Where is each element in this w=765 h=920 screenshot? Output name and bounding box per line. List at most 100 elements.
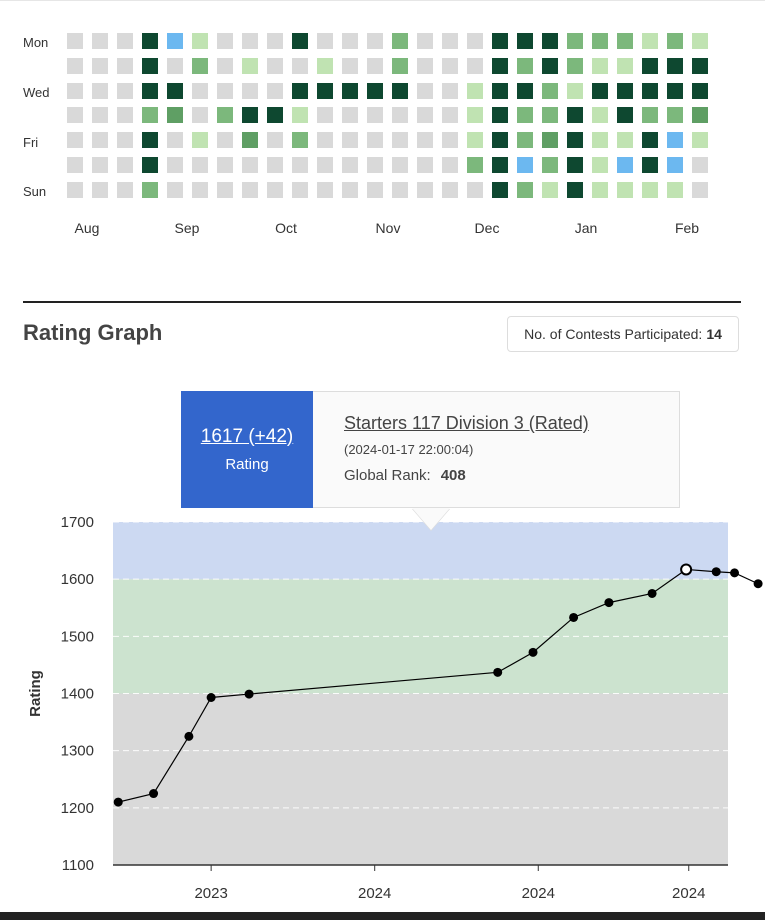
heatmap-cell[interactable] [67,58,83,74]
heatmap-cell[interactable] [517,83,533,99]
heatmap-cell[interactable] [342,107,358,123]
heatmap-cell[interactable] [217,157,233,173]
heatmap-cell[interactable] [667,58,683,74]
heatmap-cell[interactable] [267,58,283,74]
heatmap-cell[interactable] [667,182,683,198]
heatmap-cell[interactable] [167,33,183,49]
heatmap-cell[interactable] [417,58,433,74]
tooltip-rating-link[interactable]: 1617 (+42) [200,426,294,447]
heatmap-cell[interactable] [167,83,183,99]
heatmap-cell[interactable] [292,107,308,123]
heatmap-cell[interactable] [467,83,483,99]
heatmap-cell[interactable] [192,33,208,49]
heatmap-cell[interactable] [317,182,333,198]
heatmap-cell[interactable] [567,33,583,49]
heatmap-cell[interactable] [317,58,333,74]
rating-point[interactable] [113,797,123,807]
rating-point[interactable] [753,579,763,589]
heatmap-cell[interactable] [542,157,558,173]
heatmap-cell[interactable] [242,33,258,49]
heatmap-cell[interactable] [92,107,108,123]
heatmap-cell[interactable] [142,132,158,148]
heatmap-cell[interactable] [292,83,308,99]
heatmap-cell[interactable] [92,132,108,148]
rating-point[interactable] [711,567,721,577]
heatmap-cell[interactable] [142,33,158,49]
heatmap-cell[interactable] [92,182,108,198]
heatmap-cell[interactable] [442,83,458,99]
heatmap-cell[interactable] [217,58,233,74]
rating-point-selected[interactable] [680,563,693,576]
heatmap-cell[interactable] [417,182,433,198]
heatmap-cell[interactable] [367,58,383,74]
heatmap-cell[interactable] [442,58,458,74]
heatmap-cell[interactable] [92,58,108,74]
heatmap-cell[interactable] [142,83,158,99]
heatmap-cell[interactable] [667,157,683,173]
heatmap-cell[interactable] [367,132,383,148]
heatmap-cell[interactable] [442,182,458,198]
heatmap-cell[interactable] [642,182,658,198]
heatmap-cell[interactable] [567,157,583,173]
heatmap-cell[interactable] [692,58,708,74]
heatmap-cell[interactable] [317,107,333,123]
rating-point[interactable] [149,789,159,799]
heatmap-cell[interactable] [492,182,508,198]
heatmap-cell[interactable] [417,157,433,173]
heatmap-cell[interactable] [267,157,283,173]
heatmap-cell[interactable] [217,182,233,198]
heatmap-cell[interactable] [467,157,483,173]
heatmap-cell[interactable] [167,107,183,123]
heatmap-cell[interactable] [142,157,158,173]
heatmap-cell[interactable] [642,107,658,123]
heatmap-cell[interactable] [392,33,408,49]
heatmap-cell[interactable] [142,58,158,74]
heatmap-cell[interactable] [542,182,558,198]
heatmap-cell[interactable] [517,182,533,198]
heatmap-cell[interactable] [642,83,658,99]
heatmap-cell[interactable] [217,33,233,49]
heatmap-cell[interactable] [517,107,533,123]
heatmap-cell[interactable] [692,107,708,123]
heatmap-cell[interactable] [567,58,583,74]
heatmap-cell[interactable] [67,33,83,49]
heatmap-cell[interactable] [392,107,408,123]
heatmap-cell[interactable] [67,132,83,148]
heatmap-cell[interactable] [92,83,108,99]
heatmap-cell[interactable] [517,33,533,49]
heatmap-cell[interactable] [292,182,308,198]
heatmap-cell[interactable] [567,182,583,198]
heatmap-cell[interactable] [217,132,233,148]
heatmap-cell[interactable] [67,107,83,123]
heatmap-cell[interactable] [192,83,208,99]
heatmap-cell[interactable] [342,157,358,173]
tooltip-contest-link[interactable]: Starters 117 Division 3 (Rated) [344,413,589,433]
heatmap-cell[interactable] [192,132,208,148]
heatmap-cell[interactable] [367,182,383,198]
heatmap-cell[interactable] [417,83,433,99]
heatmap-cell[interactable] [292,157,308,173]
heatmap-cell[interactable] [592,83,608,99]
heatmap-cell[interactable] [317,132,333,148]
heatmap-cell[interactable] [117,33,133,49]
heatmap-cell[interactable] [192,182,208,198]
heatmap-cell[interactable] [617,58,633,74]
heatmap-cell[interactable] [617,157,633,173]
heatmap-cell[interactable] [567,132,583,148]
heatmap-cell[interactable] [117,107,133,123]
heatmap-cell[interactable] [517,157,533,173]
heatmap-cell[interactable] [392,157,408,173]
rating-point[interactable] [244,689,254,699]
heatmap-cell[interactable] [167,58,183,74]
heatmap-cell[interactable] [342,182,358,198]
heatmap-cell[interactable] [342,58,358,74]
heatmap-cell[interactable] [692,33,708,49]
heatmap-cell[interactable] [342,132,358,148]
heatmap-cell[interactable] [367,107,383,123]
heatmap-cell[interactable] [142,182,158,198]
heatmap-cell[interactable] [67,157,83,173]
heatmap-cell[interactable] [467,132,483,148]
heatmap-cell[interactable] [367,33,383,49]
heatmap-cell[interactable] [367,83,383,99]
heatmap-cell[interactable] [617,132,633,148]
